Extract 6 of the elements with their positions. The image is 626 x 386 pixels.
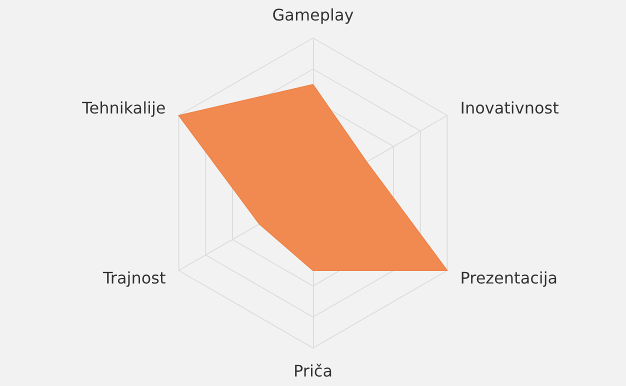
spoke-label: Trajnost — [102, 268, 166, 288]
spoke-label: Priča — [294, 362, 332, 380]
spoke-label: Prezentacija — [460, 268, 558, 288]
spoke-label: Gameplay — [272, 6, 354, 24]
spoke-label: Inovativnost — [460, 98, 559, 118]
spoke-label: Tehnikalije — [81, 98, 166, 118]
